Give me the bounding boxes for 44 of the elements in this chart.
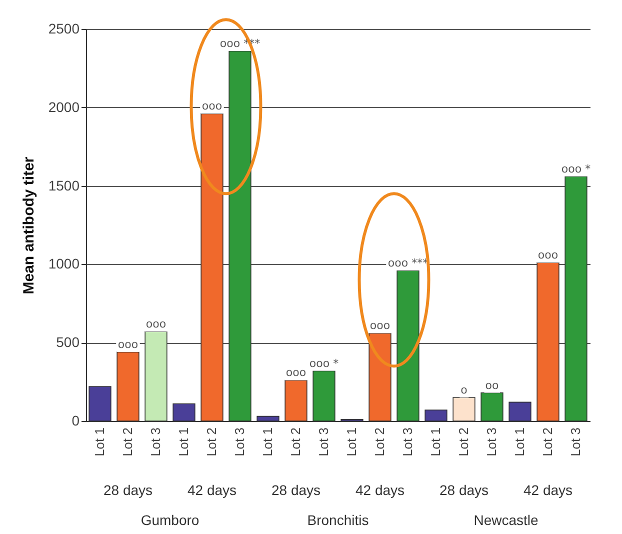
x-tick-label: Lot 3 [400,428,415,456]
data-label: ooo [202,100,222,113]
text: 28 days [271,482,321,498]
data-label: ooo * [561,162,592,176]
data-label: ooo [370,319,390,332]
y-tick-label: 0 [72,412,80,428]
y-tick-label: 500 [56,334,80,350]
data-label: ooo [118,338,138,352]
x-tick-label: Lot 3 [568,428,583,456]
y-tick-label: 2000 [48,98,80,115]
text: 28 days [103,482,153,498]
y-tick-label: 1000 [48,256,80,272]
x-tick-label: Lot 2 [120,428,135,456]
data-label: ooo [146,318,166,331]
y-axis-title: Mean antibody titer [20,156,38,294]
x-tick-label: Lot 2 [456,428,471,456]
x-tick-label: Lot 1 [92,428,107,456]
x-tick-label: Lot 3 [148,428,163,456]
x-tick-label: Lot 2 [288,428,303,456]
x-tick-label: Lot 3 [232,428,247,456]
text: Newcastle [474,512,538,528]
data-label: ooo * [309,356,340,370]
x-tick-label: Lot 1 [176,428,191,456]
data-label: o [460,383,468,396]
text: Gumboro [140,512,200,528]
data-label: ooo [286,366,306,380]
y-tick-label: 1500 [48,177,80,194]
x-tick-label: Lot 1 [512,428,527,456]
text: 42 days [187,482,237,498]
x-tick-label: Lot 3 [316,428,331,456]
data-label: oo [485,378,499,392]
x-tick-label: Lot 3 [484,428,499,456]
text: 42 days [355,482,405,498]
x-tick-label: Lot 1 [260,428,275,456]
y-tick-label: 2500 [48,20,80,36]
data-label: ooo [538,248,558,262]
x-tick-label: Lot 2 [372,428,387,456]
x-tick-label: Lot 2 [540,428,555,456]
x-tick-label: Lot 1 [428,428,443,456]
text: 28 days [439,482,489,498]
text: 42 days [523,482,573,498]
text: Bronchitis [307,512,369,528]
x-tick-label: Lot 1 [344,428,359,456]
x-tick-label: Lot 2 [204,428,219,456]
